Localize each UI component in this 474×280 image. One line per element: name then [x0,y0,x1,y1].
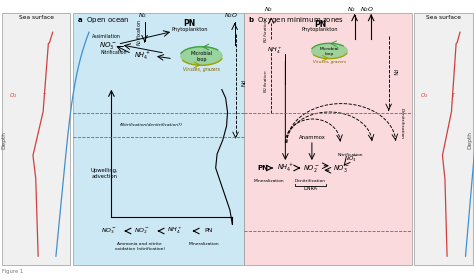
Text: PN: PN [314,20,326,29]
Text: $N_2$ fixation: $N_2$ fixation [262,18,270,43]
Bar [73,13,244,265]
Text: Phytoplankton: Phytoplankton [301,27,338,32]
Text: $N_2O$: $N_2O$ [360,5,374,14]
Text: Nitrification: Nitrification [100,50,127,55]
Text: $NO_3^-$: $NO_3^-$ [99,40,117,51]
Text: PN: PN [238,81,244,87]
Text: $O_2$: $O_2$ [420,91,428,100]
Text: $N_2$: $N_2$ [347,5,356,14]
Text: PN: PN [204,228,213,234]
Text: $\bf{b}$  Oxygen minimum zones: $\bf{b}$ Oxygen minimum zones [248,15,344,25]
Text: Denitrification: Denitrification [295,179,326,183]
Text: Sea surface: Sea surface [19,15,54,20]
Text: $N_2$ fixation: $N_2$ fixation [135,19,144,46]
Text: $NH_4^+$: $NH_4^+$ [167,226,183,236]
Text: Assimilation: Assimilation [92,34,120,39]
Text: loop: loop [325,52,334,56]
Text: Anammox: Anammox [300,135,326,140]
Text: $NO_2^-$: $NO_2^-$ [134,226,150,236]
Text: Mineralization: Mineralization [254,179,284,183]
Text: $NH_4^+$: $NH_4^+$ [266,45,283,56]
Text: Viruses, grazers: Viruses, grazers [313,60,346,64]
Bar [414,13,473,265]
Text: Ammonia and nitrite
oxidation (nitrification): Ammonia and nitrite oxidation (nitrifica… [115,242,165,251]
Text: $\bf{a}$  Open ocean: $\bf{a}$ Open ocean [77,15,130,25]
Text: Depth: Depth [468,131,473,149]
Text: $N_2$: $N_2$ [137,11,147,20]
Text: $N_2$ fixation: $N_2$ fixation [262,69,270,93]
Text: T: T [451,93,454,98]
Text: Figure 1: Figure 1 [2,269,24,274]
Text: PN: PN [257,165,269,171]
Text: loop: loop [196,57,207,62]
Text: $NO_3^-$: $NO_3^-$ [333,162,350,174]
Text: Microbial: Microbial [319,47,339,51]
Text: Sea surface: Sea surface [426,15,461,20]
Text: $N_2$: $N_2$ [264,5,273,14]
Text: T: T [43,93,46,98]
Bar [244,13,412,265]
Text: Nitrification: Nitrification [338,153,364,157]
Text: DNRA: DNRA [303,186,318,192]
Text: Mineralization: Mineralization [189,242,219,246]
Ellipse shape [311,44,347,58]
Text: PN: PN [392,69,397,76]
Text: $NH_4^+$: $NH_4^+$ [277,162,294,174]
Text: Denitrification: Denitrification [400,108,403,139]
Text: $NO_3^-$: $NO_3^-$ [344,155,358,164]
Text: $N_2O$: $N_2O$ [224,11,238,20]
Text: Depth: Depth [2,131,7,149]
Text: $NO_2^-$: $NO_2^-$ [303,162,320,174]
Text: $NH_4^+$: $NH_4^+$ [134,50,151,62]
Text: $NO_3^-$: $NO_3^-$ [101,226,118,236]
Text: Upwelling,
advection: Upwelling, advection [91,168,118,179]
Bar [2,13,70,265]
Text: Viruses, grazers: Viruses, grazers [183,67,220,72]
Text: Microbial: Microbial [191,51,212,56]
Text: PN: PN [183,19,196,28]
Text: $O_2$: $O_2$ [9,91,17,100]
Text: (Nitrification/denitrification?): (Nitrification/denitrification?) [120,123,183,127]
Ellipse shape [181,47,222,65]
Text: Phytoplankton: Phytoplankton [171,27,208,32]
